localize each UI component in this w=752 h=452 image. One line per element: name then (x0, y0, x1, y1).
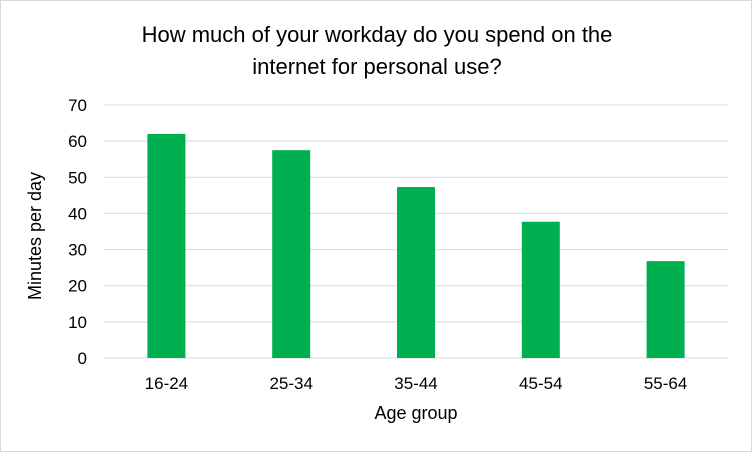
bars (147, 133, 685, 358)
y-tick-label: 40 (68, 204, 87, 223)
x-tick-label-55-64: 55-64 (644, 374, 687, 393)
bar-45-54 (521, 221, 560, 358)
y-tick-labels: 0 10 20 30 40 50 60 70 (68, 96, 87, 368)
x-tick-labels: 16-24 25-34 35-44 45-54 55-64 (145, 374, 688, 393)
y-tick-label: 70 (68, 96, 87, 115)
x-tick-label-16-24: 16-24 (145, 374, 188, 393)
chart-title: How much of your workday do you spend on… (1, 19, 752, 83)
x-tick-label-45-54: 45-54 (519, 374, 562, 393)
y-tick-label: 10 (68, 313, 87, 332)
y-tick-label: 20 (68, 277, 87, 296)
y-tick-label: 50 (68, 168, 87, 187)
bar-55-64 (646, 261, 685, 358)
chart-title-line-2: internet for personal use? (252, 54, 502, 79)
x-tick-label-25-34: 25-34 (269, 374, 312, 393)
y-tick-label: 30 (68, 241, 87, 260)
bar-16-24 (147, 133, 186, 358)
chart-title-line-1: How much of your workday do you spend on… (141, 22, 613, 47)
y-tick-label: 60 (68, 132, 87, 151)
bar-35-44 (397, 187, 435, 358)
x-tick-label-35-44: 35-44 (394, 374, 437, 393)
x-axis-label: Age group (374, 403, 457, 423)
y-axis-label: Minutes per day (25, 172, 45, 300)
bar-25-34 (272, 150, 311, 358)
y-tick-label: 0 (78, 349, 87, 368)
